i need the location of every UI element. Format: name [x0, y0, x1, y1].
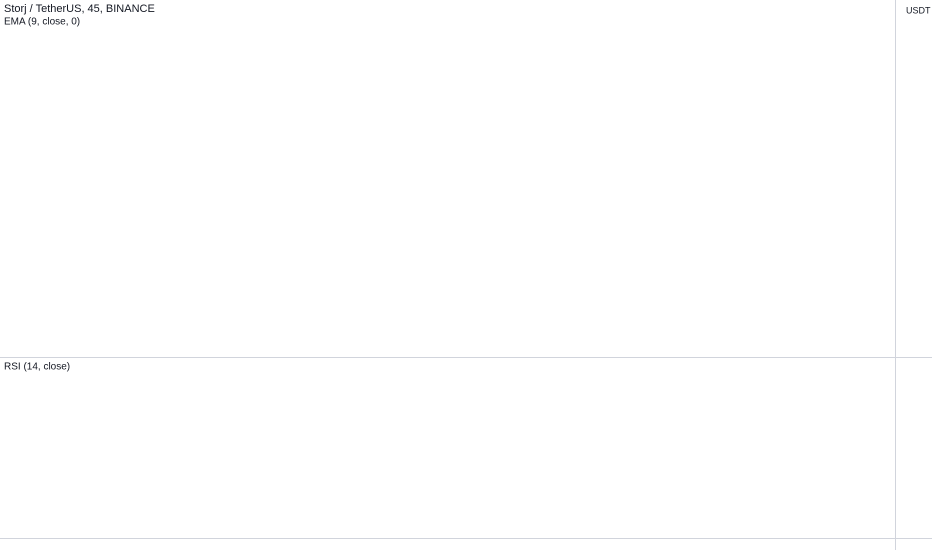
chart-title: Storj / TetherUS, 45, BINANCE: [4, 3, 155, 15]
rsi-legend: RSI (14, close): [4, 362, 70, 373]
currency-label: USDT: [906, 5, 931, 15]
indicator-legend: EMA (9, close, 0): [4, 17, 80, 28]
